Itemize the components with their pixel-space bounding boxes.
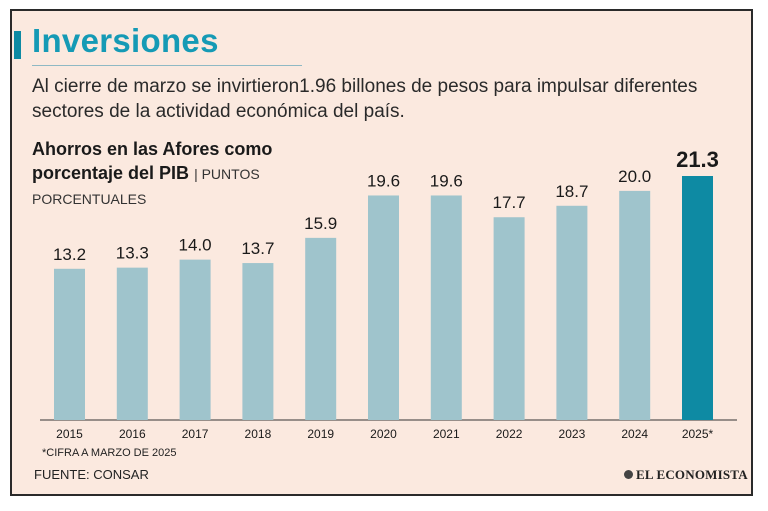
page-subtitle: Al cierre de marzo se invirtieron1.96 bi… (32, 76, 698, 122)
bar-2023 (556, 205, 588, 420)
bar-2016 (116, 267, 148, 420)
data-label: 13.3 (116, 244, 149, 263)
data-label: 19.6 (367, 171, 400, 190)
chart-units: | PUNTOS PORCENTUALES (32, 166, 260, 207)
bar-2024 (619, 190, 651, 420)
brand-icon (624, 470, 633, 479)
data-label: 13.2 (53, 245, 86, 264)
brand-logo: EL ECONOMISTA (624, 467, 748, 483)
data-label: 14.0 (179, 236, 212, 255)
bar-2018 (242, 263, 274, 420)
chart-heading: Ahorros en las Afores como porcentaje de… (32, 137, 332, 211)
data-label: 17.7 (493, 193, 526, 212)
x-tick-label: 2021 (433, 427, 460, 441)
data-label: 18.7 (555, 182, 588, 201)
x-tick-label: 2018 (245, 427, 272, 441)
data-label: 15.9 (304, 214, 337, 233)
bar-2022 (493, 217, 525, 420)
x-tick-label: 2019 (307, 427, 334, 441)
page-title: Inversiones (32, 22, 219, 59)
title-accent-bar (14, 31, 21, 59)
bar-2015 (54, 268, 85, 420)
units-separator: | (194, 166, 198, 182)
x-tick-label: 2023 (559, 427, 586, 441)
x-tick-label: 2020 (370, 427, 397, 441)
x-tick-label: 2017 (182, 427, 209, 441)
x-tick-label: 2022 (496, 427, 523, 441)
chart-footnote: *CIFRA A MARZO DE 2025 (42, 447, 177, 459)
chart-title: Ahorros en las Afores como porcentaje de… (32, 139, 273, 183)
bar-2017 (179, 259, 211, 420)
bar-2019 (305, 237, 337, 420)
data-label: 21.3 (676, 147, 719, 172)
bar-2020 (368, 195, 399, 420)
bar-2021 (430, 195, 462, 420)
data-source: FUENTE: CONSAR (34, 467, 149, 482)
units-label: PUNTOS PORCENTUALES (32, 166, 260, 207)
data-label: 13.7 (241, 239, 274, 258)
data-label: 20.0 (618, 167, 651, 186)
data-label: 19.6 (430, 171, 463, 190)
x-tick-label: 2016 (119, 427, 146, 441)
x-tick-label: 2024 (621, 427, 648, 441)
x-tick-label: 2025* (682, 427, 714, 441)
brand-name: EL ECONOMISTA (636, 467, 748, 482)
title-underline (32, 65, 302, 66)
x-tick-label: 2015 (56, 427, 83, 441)
bar-2025 (682, 176, 713, 420)
